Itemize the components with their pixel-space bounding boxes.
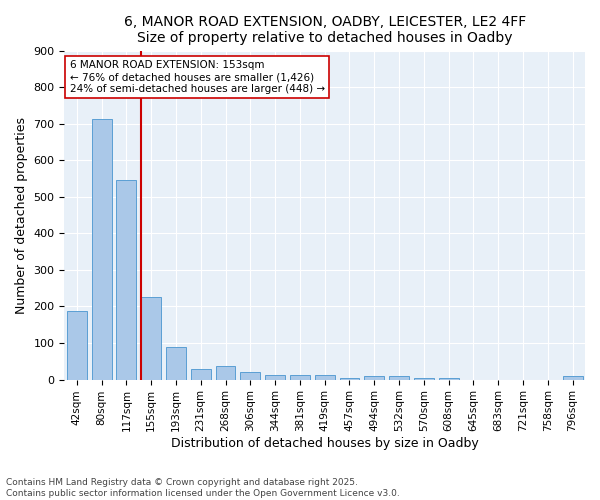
Bar [265, 375, 285, 380]
Text: Contains HM Land Registry data © Crown copyright and database right 2025.
Contai: Contains HM Land Registry data © Crown c… [6, 478, 400, 498]
Text: 6 MANOR ROAD EXTENSION: 153sqm
← 76% of detached houses are smaller (1,426)
24% : 6 MANOR ROAD EXTENSION: 153sqm ← 76% of … [70, 60, 325, 94]
Bar [389, 376, 409, 380]
Bar [563, 376, 583, 380]
Bar [67, 311, 87, 380]
Bar [116, 180, 136, 380]
Bar [141, 298, 161, 380]
X-axis label: Distribution of detached houses by size in Oadby: Distribution of detached houses by size … [171, 437, 479, 450]
Bar [340, 378, 359, 380]
Bar [364, 376, 384, 380]
Bar [439, 378, 458, 380]
Bar [241, 372, 260, 380]
Bar [290, 375, 310, 380]
Y-axis label: Number of detached properties: Number of detached properties [15, 116, 28, 314]
Bar [414, 378, 434, 380]
Bar [166, 348, 186, 380]
Title: 6, MANOR ROAD EXTENSION, OADBY, LEICESTER, LE2 4FF
Size of property relative to : 6, MANOR ROAD EXTENSION, OADBY, LEICESTE… [124, 15, 526, 45]
Bar [191, 370, 211, 380]
Bar [315, 375, 335, 380]
Bar [215, 366, 235, 380]
Bar [92, 119, 112, 380]
